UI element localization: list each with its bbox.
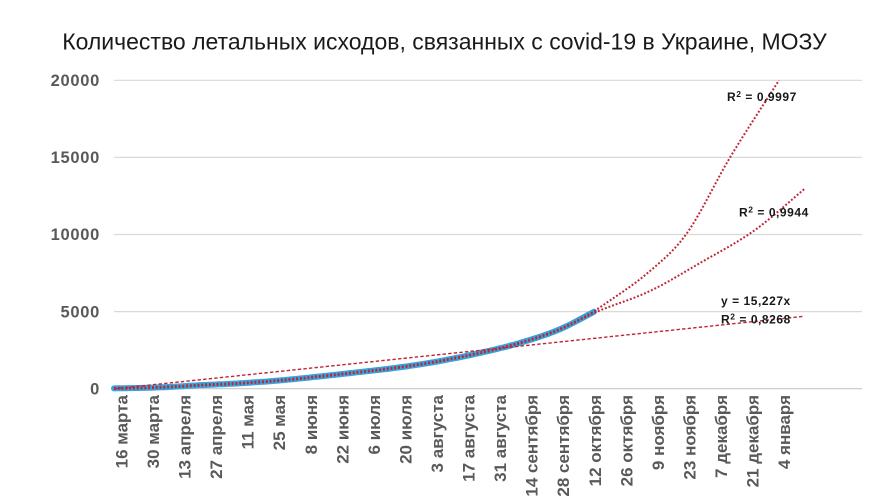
svg-text:y = 15,227x: y = 15,227x bbox=[721, 294, 791, 308]
svg-text:26 октября: 26 октября bbox=[617, 395, 636, 486]
svg-text:R2 = 0,9944: R2 = 0,9944 bbox=[739, 205, 809, 220]
svg-text:30 марта: 30 марта bbox=[144, 394, 163, 468]
svg-text:20000: 20000 bbox=[51, 72, 100, 90]
svg-text:9 ноября: 9 ноября bbox=[649, 395, 668, 470]
svg-text:0: 0 bbox=[90, 380, 100, 398]
svg-text:14 сентября: 14 сентября bbox=[523, 395, 542, 497]
svg-text:23 ноября: 23 ноября bbox=[680, 395, 699, 480]
svg-text:12 октября: 12 октября bbox=[586, 395, 605, 486]
svg-text:6 июля: 6 июля bbox=[365, 395, 384, 454]
svg-text:28 сентября: 28 сентября bbox=[554, 395, 573, 497]
svg-text:31 августа: 31 августа bbox=[491, 394, 510, 481]
svg-text:25 мая: 25 мая bbox=[270, 395, 289, 450]
svg-text:11 мая: 11 мая bbox=[239, 395, 258, 449]
svg-text:16 марта: 16 марта bbox=[113, 394, 132, 468]
svg-text:5000: 5000 bbox=[60, 303, 100, 321]
svg-text:15000: 15000 bbox=[51, 149, 100, 167]
svg-text:4 января: 4 января bbox=[775, 395, 794, 469]
svg-text:10000: 10000 bbox=[51, 226, 100, 244]
svg-text:17 августа: 17 августа bbox=[460, 394, 479, 481]
svg-text:8 июня: 8 июня bbox=[302, 395, 321, 454]
svg-text:R2 = 0,8268: R2 = 0,8268 bbox=[721, 312, 791, 327]
svg-text:20 июля: 20 июля bbox=[396, 395, 415, 464]
svg-text:7 декабря: 7 декабря bbox=[712, 395, 731, 478]
svg-text:R2 = 0,9997: R2 = 0,9997 bbox=[727, 89, 797, 104]
svg-text:Количество летальных исходов,: Количество летальных исходов, связанных … bbox=[62, 29, 827, 55]
svg-text:3 августа: 3 августа bbox=[428, 394, 447, 472]
svg-text:13 апреля: 13 апреля bbox=[176, 395, 195, 479]
svg-text:21 декабря: 21 декабря bbox=[744, 395, 763, 487]
svg-text:22 июня: 22 июня bbox=[333, 395, 352, 464]
svg-text:27 апреля: 27 апреля bbox=[207, 395, 226, 479]
